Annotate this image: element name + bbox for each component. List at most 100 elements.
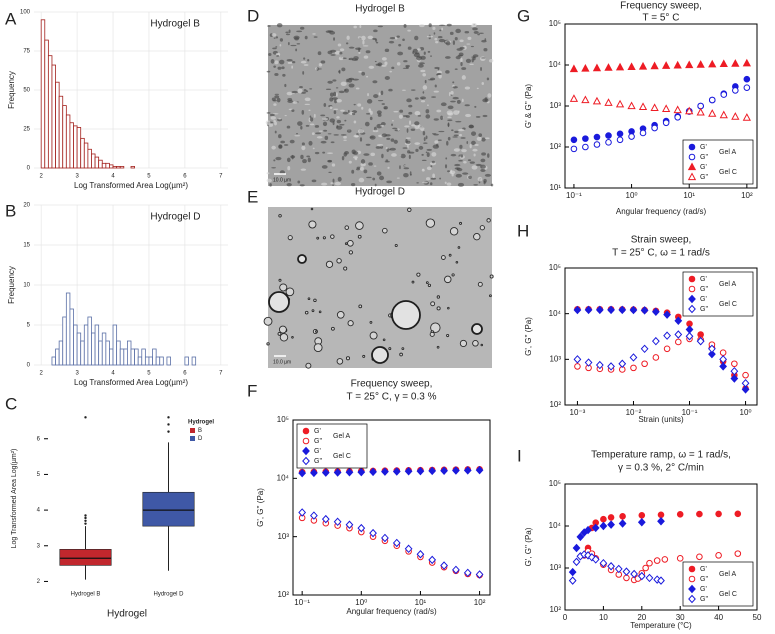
micrograph-particle (278, 144, 283, 149)
micrograph-particle (484, 137, 490, 140)
micrograph-particle (452, 81, 455, 84)
micrograph-particle (322, 121, 328, 127)
micrograph-particle (292, 92, 295, 95)
micrograph-particle (363, 55, 369, 59)
x-tick-label: 3 (75, 371, 79, 377)
micrograph-droplet (285, 287, 295, 297)
micrograph-particle (406, 128, 409, 133)
micrograph-particle (473, 153, 476, 157)
data-point (392, 538, 401, 548)
micrograph-particle (348, 83, 355, 88)
data-point (651, 124, 658, 132)
data-point (708, 344, 716, 354)
micrograph-particle (434, 37, 438, 41)
micrograph-particle (402, 67, 409, 69)
micrograph-particle (402, 89, 406, 91)
y-axis-label: G', G'' (Pa) (524, 317, 533, 356)
data-point (741, 385, 750, 394)
micrograph-particle (326, 152, 334, 154)
data-point (584, 305, 593, 315)
x-axis-label: Strain (units) (638, 415, 684, 424)
micrograph-particle (271, 33, 277, 37)
micrograph-particle (399, 109, 404, 113)
scale-label: 10.0 µm (273, 177, 291, 183)
micrograph-particle (458, 128, 465, 132)
micrograph-particle (352, 151, 359, 155)
data-point (662, 104, 671, 112)
data-point (646, 559, 653, 567)
micrograph-particle (355, 87, 360, 90)
y-tick-label: 10² (277, 590, 289, 599)
legend-label: G'' (700, 174, 708, 181)
legend-marker (687, 162, 697, 171)
legend-marker (687, 172, 697, 181)
micrograph-particle (389, 70, 393, 73)
micrograph-particle (374, 60, 377, 63)
micrograph-droplet (416, 272, 421, 277)
micrograph-particle (279, 38, 284, 42)
micrograph-particle (279, 43, 282, 47)
x-tick-label: 4 (111, 371, 115, 377)
micrograph-particle (353, 103, 356, 106)
micrograph-particle (348, 160, 352, 164)
histogram-bar (134, 348, 139, 366)
micrograph-particle (276, 23, 283, 28)
micrograph-particle (436, 72, 442, 75)
x-axis-label: Angular frequency (rad/s) (616, 207, 707, 216)
micrograph-particle (459, 133, 462, 137)
micrograph-particle (380, 90, 384, 96)
histogram-bar (112, 166, 118, 169)
legend-marker (688, 285, 696, 293)
micrograph-particle (438, 130, 445, 133)
micrograph-particle (373, 165, 377, 167)
chart-title: γ = 0.3 %, 2° C/min (618, 463, 704, 474)
micrograph-particle (445, 41, 451, 46)
micrograph-particle (447, 119, 453, 122)
histogram-bar (44, 39, 49, 169)
legend-marker (302, 427, 310, 435)
micrograph-particle (368, 162, 373, 166)
micrograph-particle (270, 58, 275, 64)
micrograph-particle (314, 125, 320, 128)
micrograph-particle (426, 177, 431, 181)
micrograph-particle (446, 23, 452, 27)
micrograph-particle (286, 183, 292, 187)
data-point (607, 562, 615, 571)
data-point (708, 349, 716, 359)
micrograph-particle (391, 123, 393, 127)
micrograph-particle (305, 90, 309, 93)
data-point (607, 305, 615, 315)
micrograph-particle (484, 173, 491, 177)
histogram-bar (83, 142, 89, 169)
micrograph-particle (328, 171, 332, 174)
micrograph-particle (324, 135, 329, 140)
annotation: Hydrogel B (150, 19, 200, 30)
micrograph-particle (447, 123, 450, 127)
micrograph-particle (265, 120, 271, 125)
y-tick-label: 10⁵ (549, 19, 561, 28)
micrograph-particle (460, 61, 463, 67)
micrograph-particle (392, 119, 394, 122)
data-point (416, 466, 425, 476)
micrograph-droplet (446, 333, 450, 338)
micrograph-droplet (278, 278, 282, 282)
data-point (619, 513, 626, 520)
micrograph-particle (403, 173, 409, 178)
micrograph-particle (344, 88, 349, 93)
micrograph-particle (425, 109, 430, 114)
micrograph-particle (366, 99, 373, 104)
histogram-bar (116, 340, 121, 366)
micrograph-particle (284, 83, 287, 88)
data-point (732, 87, 739, 94)
micrograph-particle (288, 29, 291, 34)
micrograph-particle (297, 88, 303, 94)
micrograph-particle (353, 156, 358, 159)
micrograph-particle (460, 57, 463, 63)
micrograph-particle (309, 88, 313, 90)
legend-marker (302, 446, 310, 456)
micrograph-particle (449, 31, 454, 36)
histogram-bar (116, 166, 121, 169)
data-point (570, 136, 578, 144)
micrograph-droplet (330, 326, 335, 331)
data-point (641, 360, 648, 368)
